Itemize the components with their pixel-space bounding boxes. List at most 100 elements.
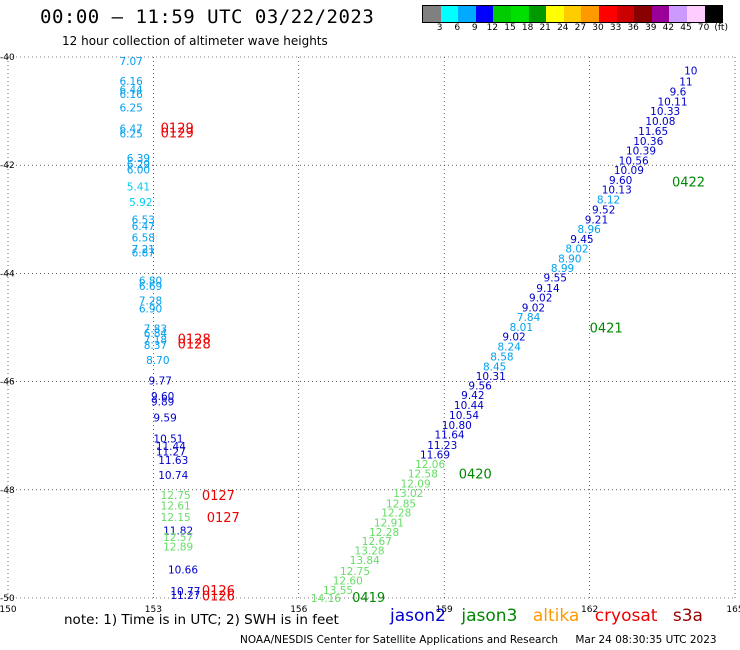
wave-height-value: 10 <box>684 66 697 78</box>
wave-height-value: 9.59 <box>153 412 176 424</box>
wave-height-value: 6.39 <box>127 153 150 165</box>
wave-height-value: 10.66 <box>168 564 198 576</box>
wave-height-value: 13.02 <box>393 488 423 500</box>
wave-height-value: 7.83 <box>144 324 167 336</box>
wave-height-value: 8.45 <box>483 361 506 373</box>
wave-height-value: 12.60 <box>333 576 363 588</box>
color-swatch <box>616 6 635 22</box>
wave-height-value: 12.61 <box>161 500 191 512</box>
lat-tick-label: -50 <box>0 594 15 604</box>
wave-height-value: 6.47 <box>119 123 142 135</box>
wave-height-value: 9.02 <box>529 293 552 305</box>
wave-height-value: 7.84 <box>517 312 541 324</box>
wave-height-value: 8.37 <box>144 340 167 352</box>
wave-height-value: 6.00 <box>127 165 150 177</box>
wave-height-value: 12.09 <box>401 478 431 490</box>
legend-jason3: jason3 <box>461 606 518 626</box>
color-swatch <box>581 6 599 22</box>
page-subtitle: 12 hour collection of altimeter wave hei… <box>62 34 328 48</box>
lat-tick-label: -48 <box>0 486 15 496</box>
wave-height-value: 6.87 <box>132 247 155 259</box>
pass-date-label: 0126 <box>202 589 235 604</box>
wave-height-value: 8.24 <box>498 341 522 353</box>
color-scale-label: 24 <box>557 23 569 33</box>
color-scale-label: 45 <box>680 23 692 33</box>
wave-height-values: 7.076.166.446.166.256.476.256.396.296.00… <box>119 56 697 605</box>
wave-height-value: 10.80 <box>442 420 472 432</box>
wave-height-value: 8.02 <box>565 244 588 256</box>
lon-tick-label: 153 <box>145 605 162 615</box>
pass-date-label: 0128 <box>178 338 211 353</box>
color-scale-label: 21 <box>539 23 551 33</box>
color-swatch <box>669 6 687 22</box>
wave-height-value: 13.84 <box>350 555 380 567</box>
color-scale-label: 39 <box>645 23 657 33</box>
wave-height-value: 6.69 <box>139 281 162 293</box>
wave-height-value: 10.77 <box>170 586 200 598</box>
wave-height-value: 8.90 <box>558 253 581 265</box>
wave-height-value: 13.55 <box>323 585 353 597</box>
legend-s3a: s3a <box>672 606 703 626</box>
color-swatch <box>634 6 652 22</box>
wave-height-value: 7.07 <box>119 56 142 68</box>
color-scale-label: 18 <box>521 23 534 33</box>
wave-height-value: 6.47 <box>132 221 155 233</box>
lon-tick-label: 165 <box>726 605 740 615</box>
wave-height-value: 11.69 <box>420 450 450 462</box>
map-grid <box>7 56 736 599</box>
wave-height-value: 7.18 <box>144 334 167 346</box>
wave-height-value: 9.6 <box>670 87 687 99</box>
wave-height-value: 10.11 <box>657 96 687 108</box>
wave-height-value: 10.33 <box>650 106 680 118</box>
color-swatch <box>651 6 670 22</box>
wave-height-value: 6.29 <box>127 159 150 171</box>
units-note: note: 1) Time is in UTC; 2) SWH is in fe… <box>64 612 339 628</box>
pass-date-label: 0420 <box>459 468 492 483</box>
wave-height-value: 10.56 <box>619 155 649 167</box>
wave-height-value: 11.44 <box>156 441 186 453</box>
pass-date-label: 0419 <box>352 591 385 606</box>
color-scale-labels: 3 6 9 12 15 18 21 24 27 30 33 36 39 42 45 70 (ft) <box>422 23 740 35</box>
wave-height-value: 9.02 <box>502 332 525 344</box>
color-swatch <box>546 6 564 22</box>
wave-height-value: 7.28 <box>139 295 162 307</box>
wave-height-value: 11 <box>679 76 692 88</box>
pass-date-label: 0126 <box>202 584 235 599</box>
pass-date-label: 0129 <box>161 121 194 136</box>
wave-height-value: 10.51 <box>153 433 183 445</box>
lat-tick-label: -40 <box>0 53 15 63</box>
footer: NOAA/NESDIS Center for Satellite Applica… <box>240 634 717 646</box>
wave-height-value: 9.45 <box>570 234 593 246</box>
wave-height-value: 9.14 <box>536 283 560 295</box>
wave-height-value: 10.08 <box>645 116 675 128</box>
wave-height-value: 12.06 <box>415 459 445 471</box>
wave-height-value: 10.31 <box>476 371 506 383</box>
satellite-legend: jason2 jason3 altika cryosat s3a <box>390 606 713 626</box>
wave-height-value: 6.53 <box>132 214 155 226</box>
color-scale-label: 6 <box>454 23 461 33</box>
wave-height-value: 11.64 <box>435 430 465 442</box>
color-scale-label: 30 <box>592 23 604 33</box>
wave-height-value: 12.89 <box>163 542 193 554</box>
wave-height-value: 9.77 <box>149 376 172 388</box>
color-scale-label: 33 <box>609 23 622 33</box>
wave-height-value: 6.84 <box>144 328 168 340</box>
wave-height-value: 6.16 <box>119 89 143 101</box>
wave-height-value: 7.21 <box>132 244 155 256</box>
map-tick-labels: 150 153 156 159 162 165 -40 -42 -44 -46 -48 -50 <box>0 53 740 615</box>
wave-height-value: 12.75 <box>340 566 370 578</box>
color-swatch <box>423 6 441 22</box>
lon-tick-label: 156 <box>290 605 307 615</box>
lat-tick-label: -46 <box>0 378 15 388</box>
wave-height-value: 8.01 <box>510 322 533 334</box>
wave-height-value: 9.60 <box>609 175 632 187</box>
color-swatch <box>563 6 582 22</box>
wave-height-value: 6.80 <box>139 275 162 287</box>
wave-height-value: 11.82 <box>163 525 193 537</box>
wave-height-value: 10.39 <box>626 146 656 158</box>
wave-height-value: 14.16 <box>311 593 341 605</box>
wave-height-value: 10.74 <box>158 470 188 482</box>
wave-height-value: 9.55 <box>544 273 567 285</box>
pass-date-label: 0127 <box>202 489 235 504</box>
